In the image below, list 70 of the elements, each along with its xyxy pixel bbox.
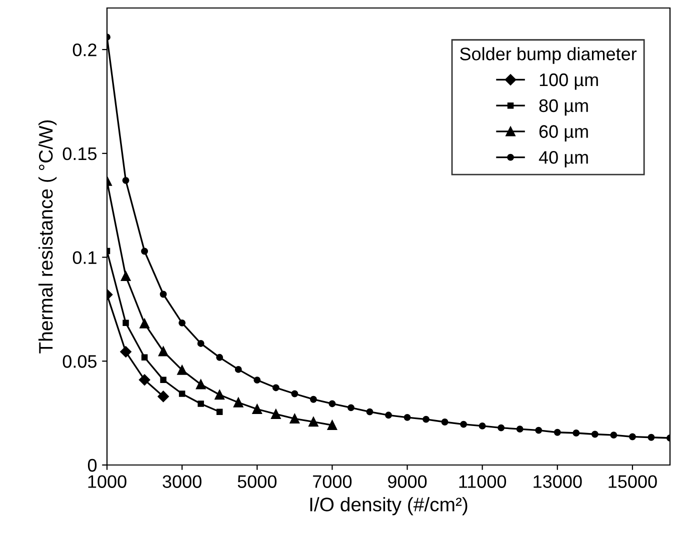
point — [122, 176, 130, 184]
point — [404, 414, 411, 421]
x-tick-label: 3000 — [162, 475, 202, 488]
y-axis-title: Thermal resistance ( °C/W) — [38, 120, 57, 354]
point — [422, 416, 430, 423]
point — [535, 426, 542, 434]
x-tick-label: 9000 — [388, 475, 427, 488]
y-tick-label: 0.15 — [62, 147, 97, 160]
point — [610, 432, 618, 439]
point — [198, 400, 204, 407]
point — [177, 365, 187, 375]
x-tick-label: 5000 — [238, 475, 277, 488]
point — [271, 409, 281, 419]
point — [160, 376, 166, 383]
point — [460, 420, 468, 428]
point — [290, 414, 300, 424]
y-tick-label: 0 — [88, 458, 97, 472]
point — [441, 418, 448, 426]
point — [158, 390, 169, 402]
point — [196, 380, 206, 390]
x-tick-label: 1000 — [88, 475, 126, 488]
point — [385, 412, 392, 419]
point — [591, 430, 598, 438]
point — [141, 248, 148, 255]
point — [478, 422, 486, 430]
point — [178, 319, 186, 326]
point — [628, 433, 636, 440]
point — [498, 424, 505, 432]
point — [122, 320, 129, 326]
legend-label: 80 µm — [539, 99, 588, 116]
point — [252, 404, 262, 414]
point — [160, 290, 167, 298]
point — [216, 354, 224, 361]
point — [254, 376, 261, 384]
legend-label: 60 µm — [539, 125, 588, 142]
point — [516, 426, 524, 433]
legend-title: Solder bump diameter — [460, 47, 637, 64]
point — [308, 416, 318, 427]
point — [572, 430, 580, 436]
legend-label: 40 µm — [538, 151, 588, 168]
point — [554, 428, 561, 436]
point — [310, 396, 317, 403]
point — [234, 398, 244, 408]
point — [272, 384, 280, 392]
point — [141, 354, 148, 361]
point — [140, 318, 150, 328]
point — [347, 404, 354, 412]
point — [291, 390, 298, 398]
point — [648, 434, 655, 441]
point — [327, 420, 338, 430]
y-tick-label: 0.2 — [72, 43, 96, 56]
point — [178, 390, 186, 397]
point — [197, 340, 204, 347]
point — [120, 346, 132, 358]
point — [214, 390, 224, 400]
y-tick-label: 0.1 — [72, 251, 96, 264]
y-tick-label: 0.05 — [62, 355, 97, 368]
x-axis-title: I/O density (#/cm²) — [310, 497, 468, 516]
x-tick-label: 7000 — [313, 475, 352, 488]
x-tick-label: 13000 — [534, 475, 582, 488]
x-tick-label: 15000 — [608, 475, 657, 488]
point — [138, 374, 150, 386]
legend-label: 100 µm — [540, 73, 598, 90]
x-tick-label: 11000 — [459, 475, 506, 488]
point — [216, 408, 223, 415]
point — [120, 271, 131, 282]
point — [366, 408, 374, 416]
point — [158, 346, 168, 356]
point — [234, 366, 242, 373]
point — [328, 400, 336, 408]
